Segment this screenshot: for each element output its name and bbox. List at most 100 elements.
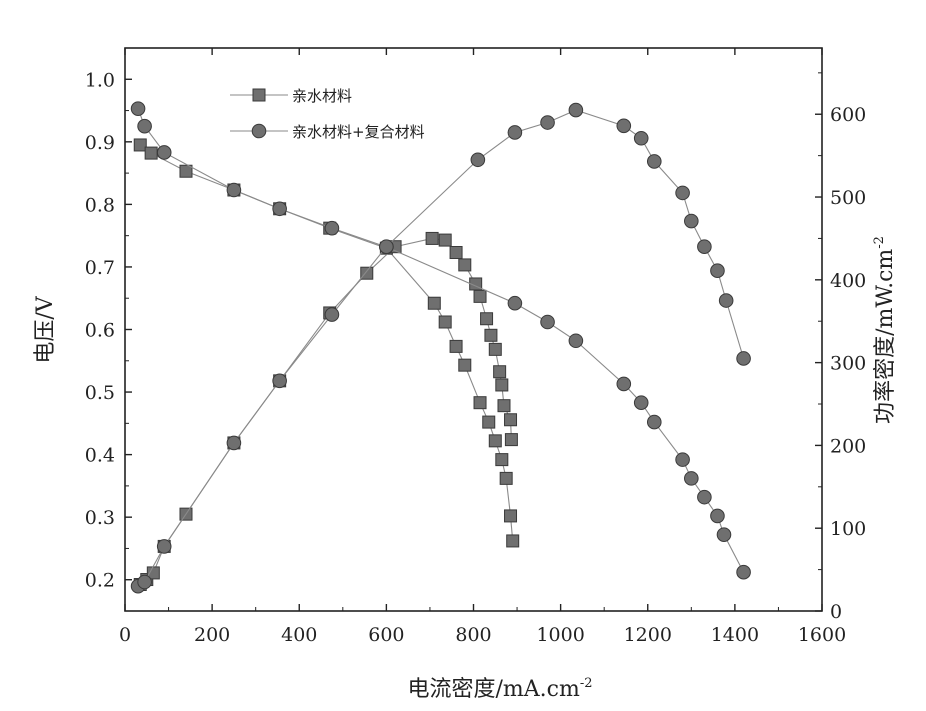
series-1-polarization-point	[438, 315, 452, 329]
series-1-polarization-point	[473, 396, 487, 410]
series-2-polarization-point	[633, 395, 649, 410]
series-1-power-point	[449, 246, 463, 260]
y-left-tick-label: 1.0	[85, 69, 115, 91]
series-1-power-line	[139, 237, 512, 585]
series-1-power-point	[458, 258, 472, 272]
y-right-tick-label: 500	[830, 187, 866, 209]
legend-marker	[251, 123, 267, 139]
series-1-polarization-point	[427, 296, 441, 310]
plot-frame-group	[124, 47, 823, 612]
x-axis-title: 电流密度/mA.cm-2	[407, 676, 592, 702]
series-2-power-point	[736, 351, 751, 366]
y-right-tick-label: 0	[830, 601, 842, 623]
x-tick-label: 1400	[711, 624, 759, 646]
series-2-polarization-point	[226, 182, 242, 198]
legend-entry-label: 亲水材料+复合材料	[292, 123, 425, 141]
series-1	[133, 138, 520, 592]
series-1-polarization-point	[458, 358, 472, 372]
series-2-polarization-point	[675, 452, 690, 467]
y-right-tick-label: 400	[830, 270, 866, 292]
series-2-polarization-point	[137, 118, 152, 134]
y-right-axis-title-sup: -2	[872, 236, 887, 249]
series-2-polarization-point	[540, 314, 555, 330]
tick-group: 0 200 400 600 800 1000 1200 1400 16000.20.30.40.…	[85, 47, 866, 646]
series-1-power-point	[493, 365, 507, 379]
series-2-polarization-line	[137, 108, 745, 573]
series-1-polarization-point	[488, 434, 502, 448]
x-tick-label: 0	[119, 624, 131, 646]
x-tick-label: 600	[368, 624, 404, 646]
series-2-polarization-point	[272, 201, 287, 217]
series-1-power-point	[473, 289, 487, 303]
series-2-power-point	[568, 102, 584, 118]
y-left-tick-label: 0.8	[85, 194, 115, 216]
y-right-tick-label: 600	[830, 104, 866, 126]
series-2-power-point	[156, 539, 172, 554]
y-left-tick-label: 0.3	[85, 507, 115, 529]
series-1-polarization-point	[495, 453, 509, 467]
series-1-polarization-point	[144, 146, 158, 160]
series-2-power-point	[226, 435, 242, 451]
x-tick-label: 1600	[798, 624, 846, 646]
series-2-power-line	[137, 109, 745, 587]
series-2-polarization-point	[568, 333, 584, 349]
y-right-tick-label: 300	[830, 353, 866, 375]
series-1-power-point	[504, 413, 518, 427]
y-left-tick-label: 0.7	[85, 257, 115, 279]
series-1-power-point	[480, 312, 494, 326]
series-group	[130, 101, 751, 594]
series-2-power-point	[697, 239, 712, 255]
series-1-power-point	[497, 399, 511, 413]
series-1-polarization-point	[133, 138, 147, 152]
series-2-power-point	[646, 154, 662, 169]
series-2-power-point	[675, 185, 690, 201]
series-2-power-point	[507, 125, 523, 140]
series-2-power-point	[272, 373, 287, 389]
series-2-power-point	[710, 263, 725, 279]
series-2-polarization-point	[156, 145, 172, 160]
series-1-power-point	[425, 231, 439, 245]
series-1-power-point	[488, 342, 502, 356]
series-2-polarization-point	[716, 527, 732, 542]
series-1-polarization-point	[504, 509, 518, 523]
x-axis-title-sup: -2	[580, 676, 593, 691]
plot-frame	[124, 47, 823, 612]
x-tick-label: 1200	[624, 624, 672, 646]
series-2-power-point	[684, 213, 699, 229]
series-2-polarization-point	[736, 564, 751, 580]
series-2-polarization-point	[710, 508, 725, 524]
y-right-tick-label: 200	[830, 435, 866, 457]
y-right-tick-label: 100	[830, 518, 866, 540]
series-2-power-point	[718, 293, 734, 308]
series-2-polarization-point	[684, 471, 699, 486]
y-left-axis-title: 电压/V	[33, 295, 58, 363]
y-left-tick-label: 0.2	[85, 570, 115, 592]
series-2-power-point	[324, 307, 340, 322]
x-tick-label: 1000	[536, 624, 584, 646]
x-tick-label: 800	[455, 624, 491, 646]
series-1-polarization-point	[482, 415, 496, 429]
series-1-power-point	[360, 266, 374, 280]
y-right-axis-title: 功率密度/mW.cm-2	[872, 236, 898, 424]
x-tick-label: 400	[281, 624, 317, 646]
series-1-polarization-point	[179, 164, 193, 178]
series-2-polarization-point	[507, 295, 523, 311]
series-2	[130, 101, 751, 594]
series-2-power-point	[616, 118, 632, 134]
y-left-tick-label: 0.6	[85, 320, 115, 342]
x-tick-label: 200	[194, 624, 230, 646]
series-1-polarization-point	[449, 339, 463, 353]
series-1-power-point	[495, 378, 509, 392]
series-2-polarization-point	[646, 414, 662, 430]
series-1-polarization-point	[506, 534, 520, 548]
series-1-polarization-point	[499, 471, 513, 485]
y-left-tick-label: 0.5	[85, 382, 115, 404]
y-left-tick-label: 0.4	[85, 445, 115, 467]
series-2-polarization-point	[130, 101, 146, 116]
series-1-power-point	[438, 233, 452, 247]
series-2-power-point	[540, 115, 555, 130]
series-1-power-point	[504, 433, 518, 447]
legend-entry-label: 亲水材料	[292, 87, 352, 105]
